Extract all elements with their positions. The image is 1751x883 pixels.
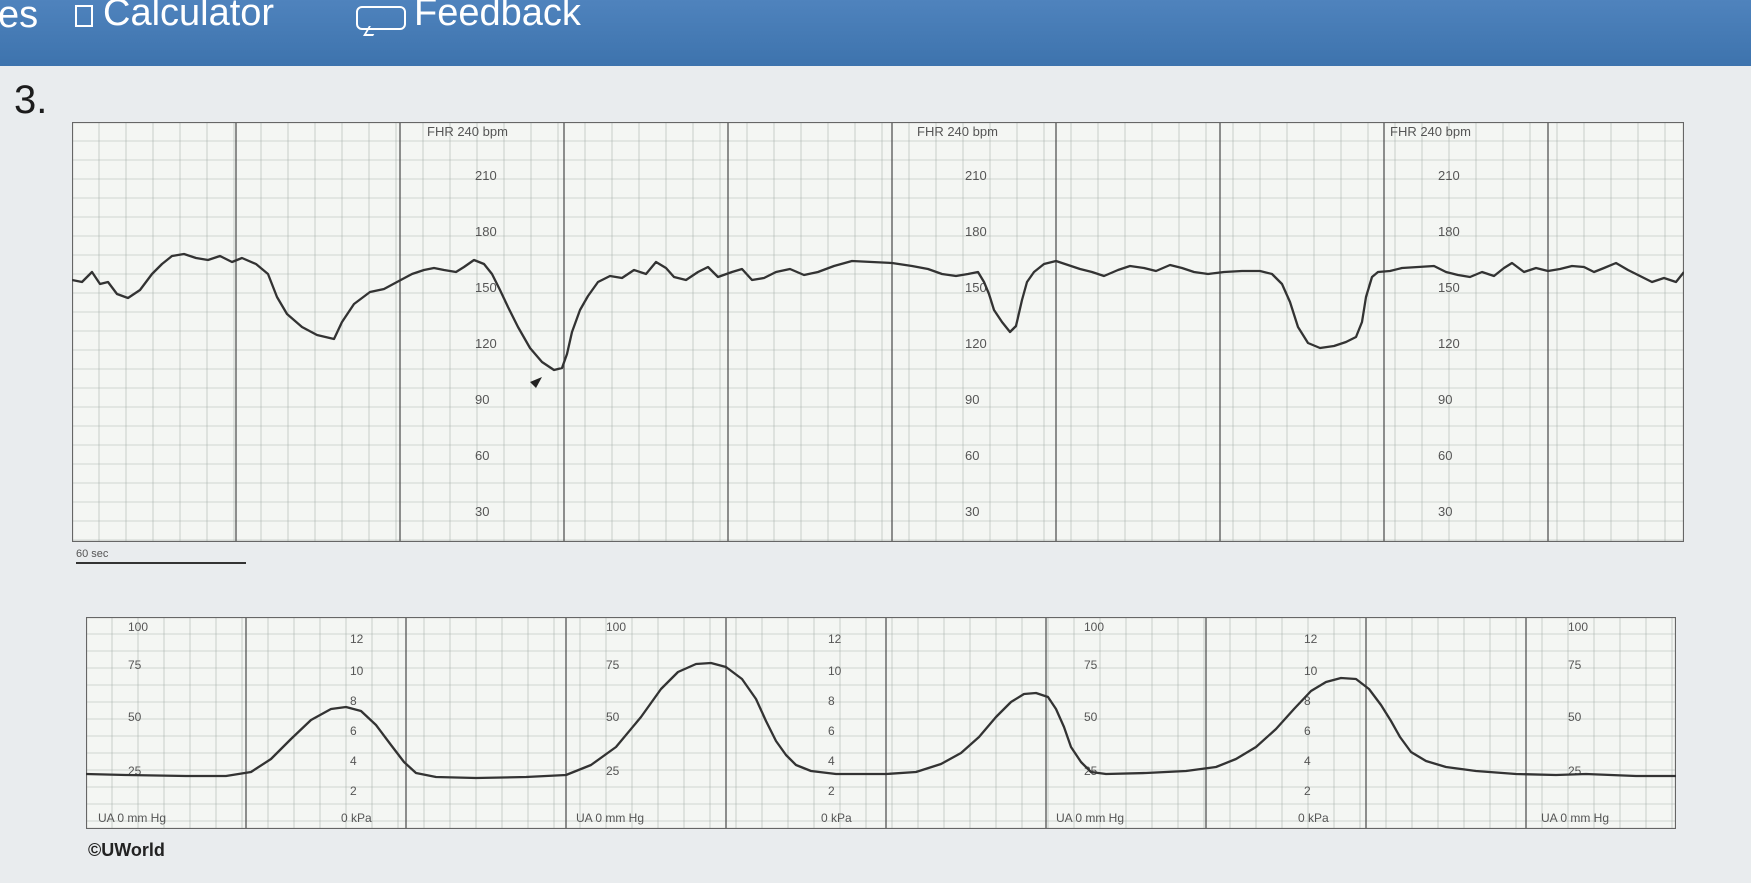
copyright-label: ©UWorld <box>88 840 165 860</box>
fhr-tick-label: 150 <box>965 280 987 295</box>
fhr-tick-label: 210 <box>1438 168 1460 183</box>
chart-border <box>72 122 1684 542</box>
fhr-tick-label: 180 <box>1438 224 1460 239</box>
ua-kpa-tick-label: 2 <box>350 784 357 798</box>
fhr-tick-label: 210 <box>965 168 987 183</box>
ua-mmhg-tick-label: 100 <box>1084 620 1104 634</box>
ua-kpa-tick-label: 6 <box>828 724 835 738</box>
fhr-tick-label: 90 <box>1438 392 1452 407</box>
ua-mmhg-tick-label: 25 <box>1568 764 1582 778</box>
ua-mmhg-tick-label: 75 <box>1084 658 1098 672</box>
fhr-tick-label: 150 <box>1438 280 1460 295</box>
ua-kpa-tick-label: 12 <box>1304 632 1318 646</box>
question-number: 3. <box>14 78 48 122</box>
ua-kpa-tick-label: 12 <box>828 632 842 646</box>
fhr-tick-label: 60 <box>965 448 979 463</box>
ua-mmhg-tick-label: 75 <box>1568 658 1582 672</box>
ua-kpa-tick-label: 6 <box>350 724 357 738</box>
fhr-tick-label: 180 <box>965 224 987 239</box>
ua-mmhg-tick-label: 100 <box>1568 620 1588 634</box>
ua-kpa-tick-label: 10 <box>350 664 364 678</box>
feedback-button[interactable]: Feedback <box>356 0 581 32</box>
ua-kpa-tick-label: 10 <box>1304 664 1318 678</box>
fhr-tick-label: 30 <box>1438 504 1452 519</box>
ua-kpa-tick-label: 8 <box>828 694 835 708</box>
ua-kpa-tick-label: 4 <box>828 754 835 768</box>
ua-mmhg-tick-label: 100 <box>606 620 626 634</box>
ua-kpa-tick-label: 8 <box>350 694 357 708</box>
ua-mmhg-tick-label: 50 <box>1568 710 1582 724</box>
calculator-button[interactable]: Calculator <box>75 0 274 32</box>
fetal-heart-rate-line <box>72 252 1684 372</box>
calculator-label: Calculator <box>103 0 275 34</box>
ua-footer-mmhg-label: UA 0 mm Hg <box>1541 811 1609 825</box>
time-scale-label: 60 sec <box>76 548 109 560</box>
top-toolbar: es Calculator Feedback <box>0 0 1751 66</box>
fhr-header-label: FHR 240 bpm <box>427 124 508 139</box>
uterine-activity-chart: 1007550251007550251007550251007550251210… <box>86 617 1676 829</box>
fhr-header-label: FHR 240 bpm <box>917 124 998 139</box>
fhr-tick-label: 150 <box>475 280 497 295</box>
fhr-tracing-panel: FHR 240 bpm 210 180 150 120 90 60 30 FHR 240 bpm… <box>72 122 1684 542</box>
ua-kpa-tick-label: 8 <box>1304 694 1311 708</box>
ua-mmhg-tick-label: 50 <box>606 710 620 724</box>
ua-footer-mmhg-label: UA 0 mm Hg <box>98 811 166 825</box>
fhr-tick-label: 120 <box>475 336 497 351</box>
fhr-tracing-chart: FHR 240 bpm 210 180 150 120 90 60 30 FHR 240 bpm… <box>72 122 1684 542</box>
fhr-tick-label: 90 <box>475 392 489 407</box>
ua-kpa-tick-label: 10 <box>828 664 842 678</box>
ua-mmhg-tick-label: 25 <box>606 764 620 778</box>
ua-mmhg-tick-label: 75 <box>128 658 142 672</box>
fhr-tick-label: 30 <box>965 504 979 519</box>
speech-bubble-icon <box>356 6 406 30</box>
fhr-tick-label: 180 <box>475 224 497 239</box>
fhr-header-label: FHR 240 bpm <box>1390 124 1471 139</box>
ua-footer-kpa-label: 0 kPa <box>341 811 372 825</box>
ua-kpa-tick-label: 6 <box>1304 724 1311 738</box>
time-scale-bar: 60 sec <box>76 548 246 564</box>
ua-mmhg-tick-label: 75 <box>606 658 620 672</box>
ua-footer-mmhg-label: UA 0 mm Hg <box>576 811 644 825</box>
ua-kpa-tick-label: 2 <box>1304 784 1311 798</box>
uterine-activity-panel: 100 75 50 25 100 75 50 25 100 75 50 25 100 75 50 25 12 10… <box>86 617 1676 829</box>
fhr-tick-label: 210 <box>475 168 497 183</box>
fhr-tick-label: 120 <box>965 336 987 351</box>
ua-footer-mmhg-label: UA 0 mm Hg <box>1056 811 1124 825</box>
fhr-tick-label: 120 <box>1438 336 1460 351</box>
ua-mmhg-tick-label: 50 <box>1084 710 1098 724</box>
cursor-arrow-icon <box>530 377 542 388</box>
ua-mmhg-tick-label: 100 <box>128 620 148 634</box>
toolbar-left-fragment: es <box>0 0 39 36</box>
time-scale-line <box>76 562 246 564</box>
feedback-label: Feedback <box>414 0 581 34</box>
ua-kpa-tick-label: 12 <box>350 632 364 646</box>
uterine-activity-line <box>86 661 1676 780</box>
ua-kpa-tick-label: 4 <box>350 754 357 768</box>
ua-mmhg-tick-label: 50 <box>128 710 142 724</box>
fhr-tick-label: 90 <box>965 392 979 407</box>
fhr-tick-label: 60 <box>475 448 489 463</box>
calculator-icon <box>75 5 93 27</box>
ua-kpa-tick-label: 4 <box>1304 754 1311 768</box>
fhr-tick-label: 30 <box>475 504 489 519</box>
chart-border <box>86 617 1676 829</box>
ua-footer-kpa-label: 0 kPa <box>821 811 852 825</box>
fhr-tick-label: 60 <box>1438 448 1452 463</box>
ua-kpa-tick-label: 2 <box>828 784 835 798</box>
ua-footer-kpa-label: 0 kPa <box>1298 811 1329 825</box>
